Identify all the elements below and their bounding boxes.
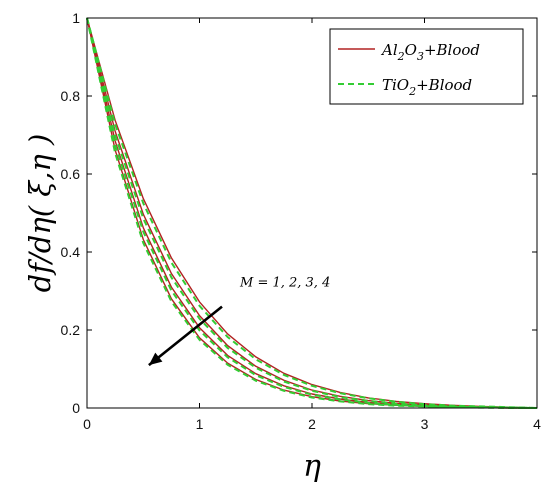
x-tick-label: 3 xyxy=(421,416,429,432)
y-tick-label: 0 xyxy=(72,400,80,416)
ticks-layer: 0 1 2 3 4 0 0.2 0.4 0.6 0.8 1 xyxy=(61,10,542,432)
y-tick-label: 1 xyxy=(72,10,80,26)
y-tick-label: 0.8 xyxy=(61,88,81,104)
y-tick-label: 0.2 xyxy=(61,322,81,338)
x-axis-title: η xyxy=(303,449,321,484)
x-tick-label: 1 xyxy=(196,416,204,432)
series-line-8 xyxy=(86,17,537,409)
y-tick-label: 0.6 xyxy=(61,166,81,182)
annotation-label: M = 1, 2, 3, 4 xyxy=(239,276,330,291)
legend-label-1: Al2O3+Blood xyxy=(380,41,480,63)
legend-label-2: TiO2+Blood xyxy=(382,76,472,98)
x-tick-label: 4 xyxy=(533,416,541,432)
x-tick-label: 0 xyxy=(83,416,91,432)
annotation-arrow-shaft xyxy=(148,305,223,367)
annotation-layer: M = 1, 2, 3, 4 xyxy=(148,276,330,367)
series-layer xyxy=(86,17,538,409)
y-tick-label: 0.4 xyxy=(61,244,81,260)
legend-box xyxy=(329,28,524,105)
annotation-arrow-head xyxy=(148,352,163,366)
x-tick-label: 2 xyxy=(308,416,316,432)
y-axis-title: df/dη( ξ,η ) xyxy=(23,134,57,293)
legend: Al2O3+Blood TiO2+Blood xyxy=(329,28,524,105)
series-line-7 xyxy=(86,17,538,409)
